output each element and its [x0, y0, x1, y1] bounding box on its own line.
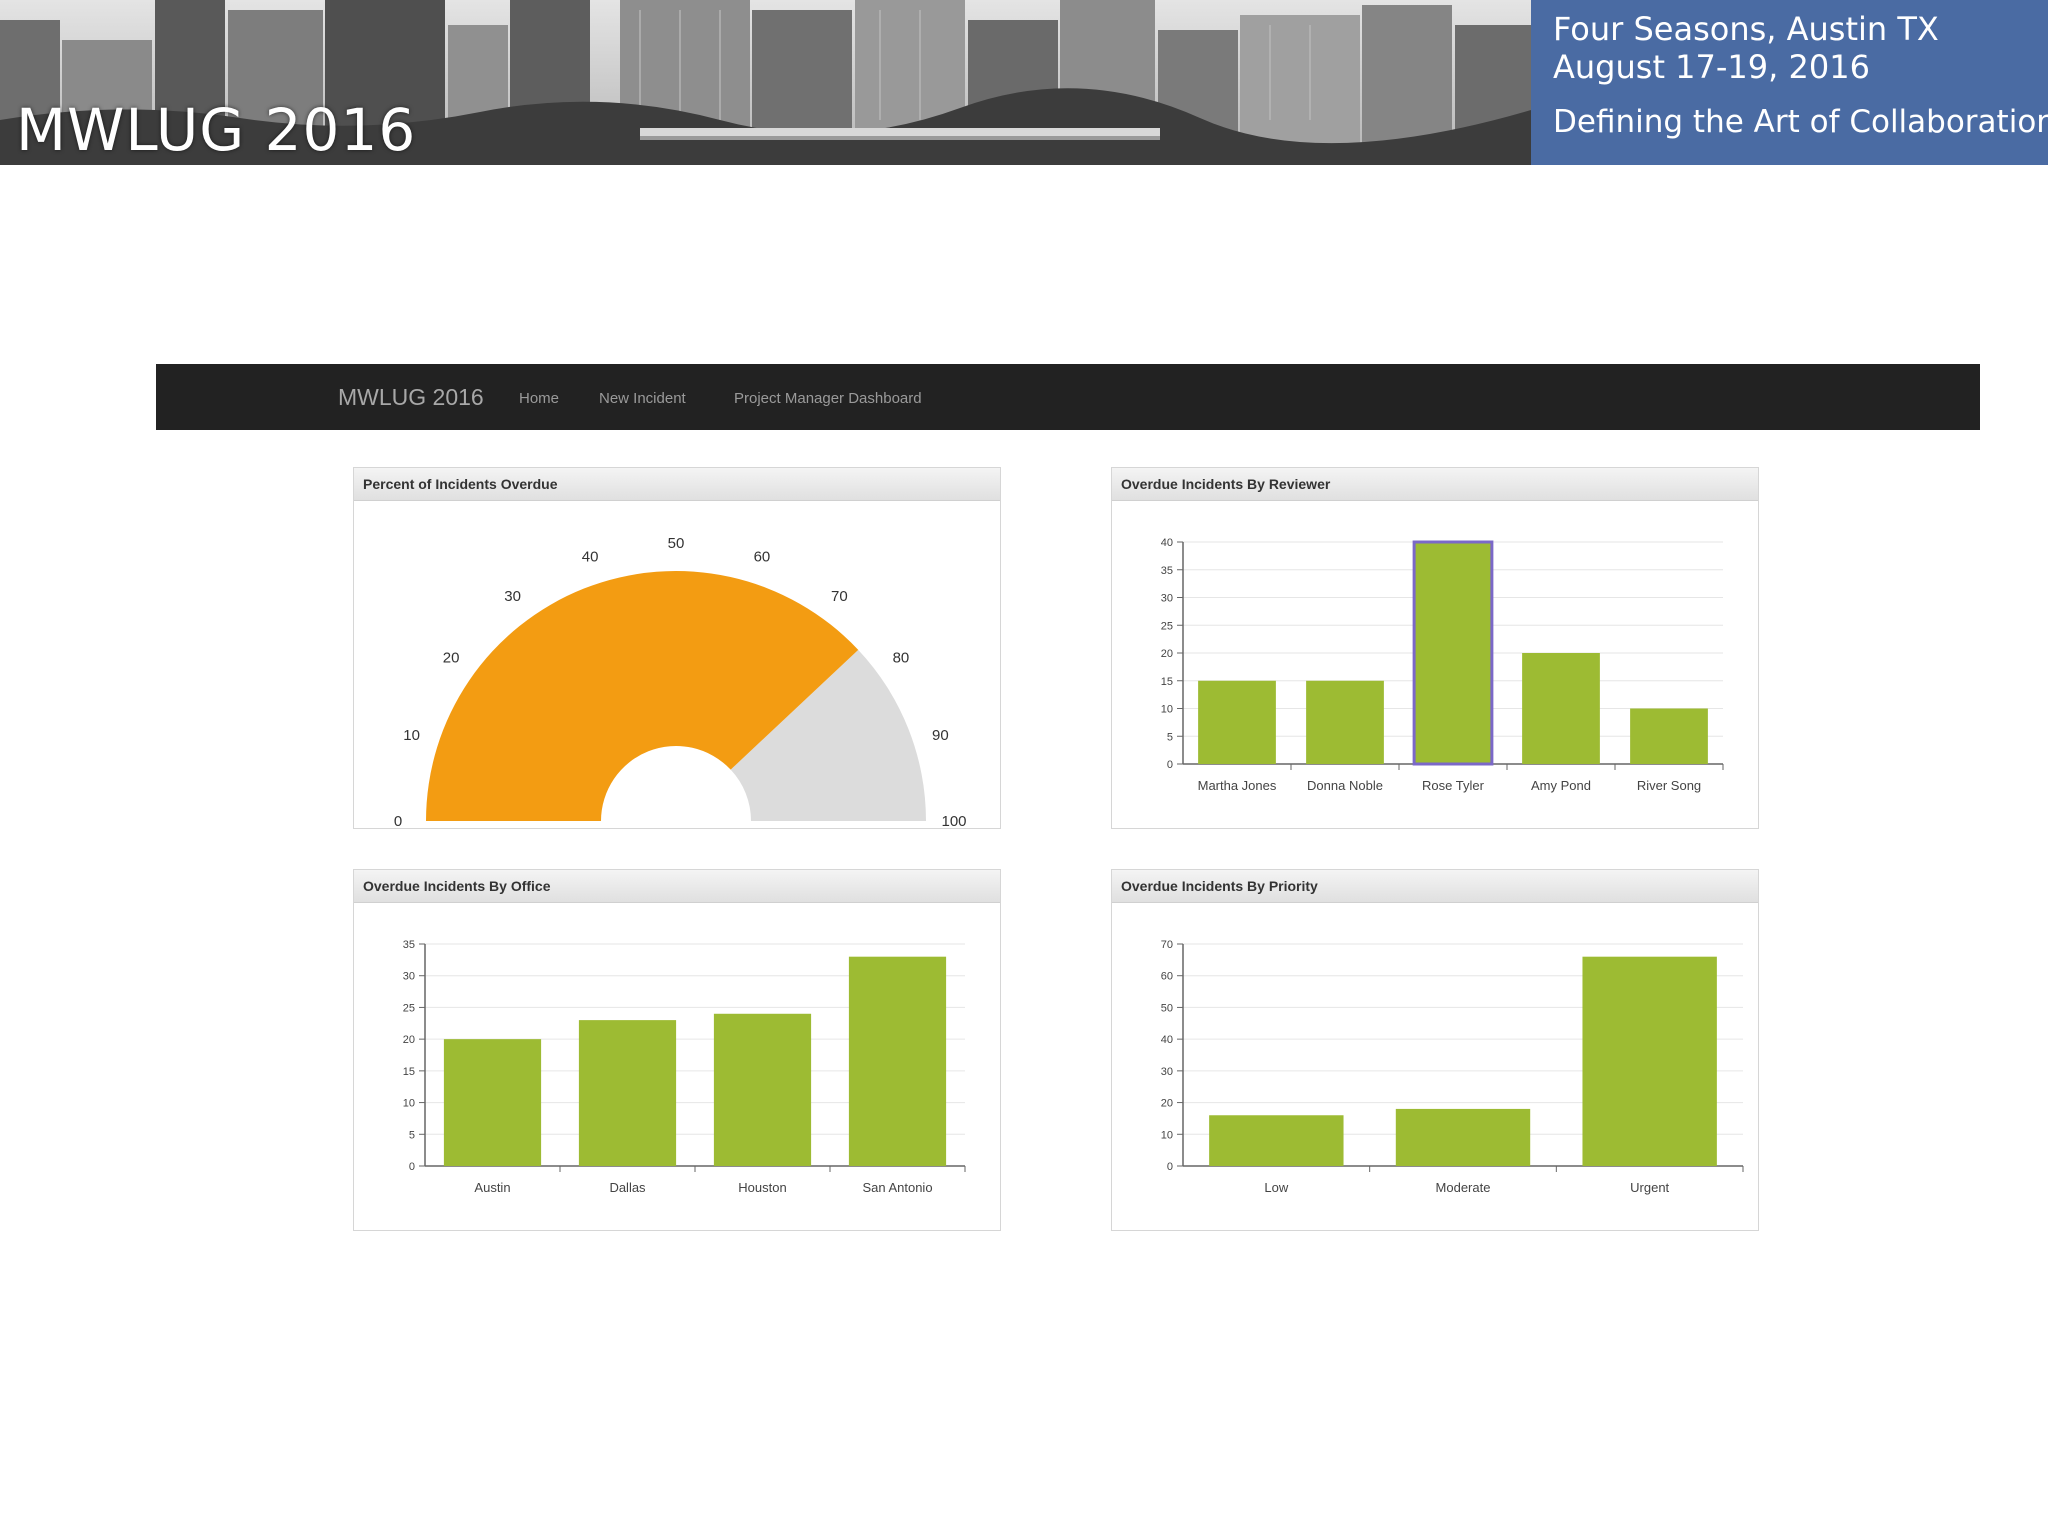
- navbar: MWLUG 2016 Home New Incident Project Man…: [156, 364, 1980, 430]
- reviewer-bar-chart: 0 5 10 15 20 25 30 35 40 Martha Jones Donna Noble R…: [1161, 537, 1724, 793]
- bar: [1412, 540, 1494, 766]
- y-tick-label: 10: [403, 1098, 415, 1110]
- priority-bar-chart: 0 10 20 30 40 50 60 70 Low Moderate Urgent: [1161, 939, 1744, 1195]
- y-tick-label: 30: [403, 971, 415, 983]
- city-skyline-image: [0, 0, 1531, 165]
- gauge-tick-label: 20: [443, 650, 460, 667]
- event-dates: August 17-19, 2016: [1553, 48, 1870, 86]
- conference-banner: MWLUG 2016 Four Seasons, Austin TX Augus…: [0, 0, 2048, 165]
- gauge-value-band: [426, 571, 859, 821]
- y-tick-label: 0: [1167, 1161, 1173, 1173]
- gauge-tick-label: 30: [504, 588, 521, 605]
- x-tick-label: Urgent: [1630, 1180, 1669, 1195]
- bar: [713, 1013, 812, 1166]
- y-tick-label: 25: [403, 1002, 415, 1014]
- y-tick-label: 30: [1161, 1066, 1173, 1078]
- bar: [1582, 956, 1717, 1166]
- y-tick-label: 25: [1161, 620, 1173, 632]
- x-tick-label: Amy Pond: [1531, 778, 1591, 793]
- x-tick-label: San Antonio: [862, 1180, 932, 1195]
- office-bar-chart: 0 5 10 15 20 25 30 35 Austin Dallas Houston San Ant…: [403, 939, 966, 1195]
- y-tick-label: 15: [403, 1066, 415, 1078]
- gauge-tick-label: 10: [403, 727, 420, 744]
- gauge-tick-label: 60: [754, 549, 771, 566]
- y-tick-label: 0: [1167, 759, 1173, 771]
- nav-link-home[interactable]: Home: [519, 390, 560, 407]
- panel-title: Overdue Incidents By Reviewer: [1121, 476, 1331, 492]
- bar: [578, 1020, 677, 1166]
- y-tick-label: 35: [1161, 565, 1173, 577]
- gauge-chart: 0 10 20 30 40 50 60 70 80 90 100: [394, 535, 967, 830]
- y-tick-label: 20: [1161, 648, 1173, 660]
- y-tick-label: 30: [1161, 593, 1173, 605]
- priority-panel: Overdue Incidents By Priority 0 10 20 30 40 5…: [1111, 869, 1759, 1231]
- x-tick-label: Dallas: [609, 1180, 646, 1195]
- bar: [1198, 680, 1276, 764]
- y-tick-label: 5: [1167, 731, 1173, 743]
- y-tick-label: 35: [403, 939, 415, 951]
- reviewer-panel: Overdue Incidents By Reviewer 0 5 10 15 20 25…: [1111, 467, 1759, 829]
- y-tick-label: 40: [1161, 1034, 1173, 1046]
- panel-title: Percent of Incidents Overdue: [363, 476, 558, 492]
- y-tick-label: 15: [1161, 676, 1173, 688]
- x-tick-label: Low: [1264, 1180, 1288, 1195]
- event-tagline: Defining the Art of Collaboration: [1553, 104, 2048, 140]
- gauge-tick-label: 90: [932, 727, 949, 744]
- dashboard-app: MWLUG 2016 Home New Incident Project Man…: [156, 364, 1980, 1284]
- panel-title: Overdue Incidents By Office: [363, 878, 551, 894]
- x-tick-label: Houston: [738, 1180, 786, 1195]
- y-tick-label: 0: [409, 1161, 415, 1173]
- y-tick-label: 20: [403, 1034, 415, 1046]
- x-tick-label: Rose Tyler: [1422, 778, 1485, 793]
- panel-body: 0 10 20 30 40 50 60 70 Low Moderate Urgent: [1112, 903, 1758, 1234]
- y-tick-label: 70: [1161, 939, 1173, 951]
- gauge-track: [730, 649, 926, 821]
- panel-header: Overdue Incidents By Reviewer: [1112, 468, 1758, 501]
- gauge-tick-label: 70: [831, 588, 848, 605]
- gauge-tick-label: 40: [582, 549, 599, 566]
- banner-title: MWLUG 2016: [16, 96, 417, 164]
- event-location: Four Seasons, Austin TX: [1553, 10, 1939, 48]
- gauge-tick-label: 100: [941, 813, 966, 827]
- y-tick-label: 10: [1161, 1129, 1173, 1141]
- y-tick-label: 10: [1161, 704, 1173, 716]
- y-tick-label: 60: [1161, 971, 1173, 983]
- panel-header: Overdue Incidents By Priority: [1112, 870, 1758, 903]
- office-panel: Overdue Incidents By Office 0 5 10 15 20 25 30…: [353, 869, 1001, 1231]
- y-tick-label: 40: [1161, 537, 1173, 549]
- gauge-tick-label: 0: [394, 813, 402, 827]
- y-tick-label: 20: [1161, 1098, 1173, 1110]
- panel-body: 0 10 20 30 40 50 60 70 80 90 100: [354, 501, 1000, 832]
- x-tick-label: Donna Noble: [1307, 778, 1383, 793]
- y-tick-label: 5: [409, 1129, 415, 1141]
- x-tick-label: Martha Jones: [1198, 778, 1277, 793]
- bar: [1306, 680, 1384, 764]
- bar: [1522, 653, 1600, 764]
- panel-title: Overdue Incidents By Priority: [1121, 878, 1318, 894]
- x-tick-label: River Song: [1637, 778, 1701, 793]
- bar: [1209, 1115, 1344, 1166]
- x-tick-label: Austin: [474, 1180, 510, 1195]
- panel-header: Overdue Incidents By Office: [354, 870, 1000, 903]
- bar: [1630, 708, 1708, 764]
- y-tick-label: 50: [1161, 1002, 1173, 1014]
- bar: [1395, 1108, 1531, 1166]
- panel-body: 0 5 10 15 20 25 30 35 40 Martha Jones Donna Noble R…: [1112, 501, 1758, 832]
- bar: [443, 1039, 542, 1166]
- banner-info-panel: Four Seasons, Austin TX August 17-19, 20…: [1531, 0, 2048, 165]
- gauge-tick-label: 50: [668, 535, 685, 552]
- nav-link-new-incident[interactable]: New Incident: [599, 390, 686, 407]
- x-tick-label: Moderate: [1436, 1180, 1491, 1195]
- gauge-panel: Percent of Incidents Overdue 0 10 20 30 40 50…: [353, 467, 1001, 832]
- navbar-brand[interactable]: MWLUG 2016: [338, 384, 484, 410]
- panel-body: 0 5 10 15 20 25 30 35 Austin Dallas Houston San Ant…: [354, 903, 1000, 1234]
- gauge-tick-label: 80: [893, 650, 910, 667]
- panel-header: Percent of Incidents Overdue: [354, 468, 1000, 501]
- bar: [848, 956, 947, 1166]
- nav-link-project-manager-dashboard[interactable]: Project Manager Dashboard: [734, 390, 922, 407]
